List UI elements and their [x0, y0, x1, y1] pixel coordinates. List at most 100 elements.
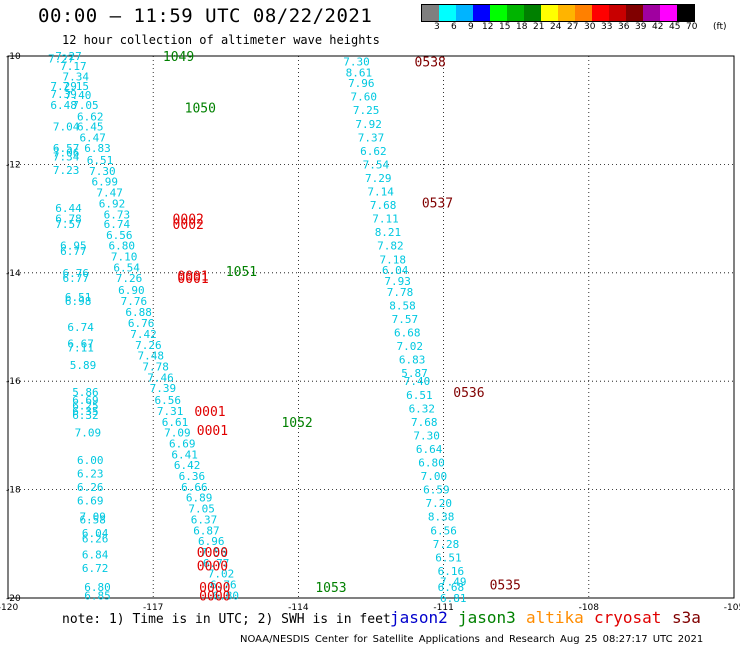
- swh-value-jason3: 6.73: [104, 208, 131, 221]
- swh-value-jason3: 7.10: [111, 251, 138, 264]
- color-scale-tick: 21: [533, 22, 545, 32]
- swh-value-s3a: 7.20: [426, 497, 453, 510]
- swh-value-jason3: 7.26: [135, 339, 162, 352]
- swh-value-jason3: 6.26: [77, 481, 104, 494]
- color-swatch: [575, 5, 592, 21]
- color-swatch: [541, 5, 558, 21]
- color-scale-tick: 27: [567, 22, 579, 32]
- swh-value-jason3: 7.06: [53, 146, 80, 159]
- swh-value-jason3: 6.04: [82, 527, 109, 540]
- color-scale-bar: [421, 4, 695, 22]
- swh-value-jason3: 7.34: [53, 150, 80, 163]
- swh-value-jason3: 6.35: [72, 405, 99, 418]
- color-scale-tick: 30: [584, 22, 596, 32]
- swh-value-jason3: 6.54: [113, 261, 140, 274]
- swh-value-s3a: 8.58: [389, 299, 416, 312]
- swh-value-s3a: 7.68: [370, 199, 397, 212]
- time-label-s3a: 0535: [490, 578, 521, 593]
- swh-value-jason3: 6.88: [125, 306, 152, 319]
- swh-value-jason3: 6.58: [79, 513, 106, 526]
- time-label-cryosat: 0001: [177, 272, 208, 287]
- credit-footer: NOAA/NESDIS Center for Satellite Applica…: [240, 634, 704, 645]
- footnote: note: 1) Time is in UTC; 2) SWH is in fe…: [62, 612, 391, 627]
- swh-value-jason3: 7.05: [188, 503, 215, 516]
- time-label-jason3: 1049: [163, 50, 194, 65]
- swh-value-jason3: 7.39: [50, 88, 77, 101]
- color-swatch: [490, 5, 507, 21]
- time-label-cryosat: 0000: [197, 546, 228, 561]
- swh-value-s3a: 8.61: [346, 66, 373, 79]
- swh-value-s3a: 7.82: [377, 240, 404, 253]
- color-swatch: [677, 5, 694, 21]
- swh-value-jason3: 7.47: [96, 187, 123, 200]
- swh-value-jason3: 6.66: [181, 481, 208, 494]
- time-label-jason3: 1053: [315, 581, 346, 596]
- swh-value-jason3: 7.39: [150, 382, 177, 395]
- swh-value-jason3: 7.04: [53, 120, 80, 133]
- color-swatch: [507, 5, 524, 21]
- y-tick-label: -18: [6, 486, 21, 496]
- swh-value-jason3: 6.69: [169, 438, 196, 451]
- swh-value-s3a: 7.96: [348, 77, 375, 90]
- time-label-cryosat: 0001: [197, 424, 228, 439]
- color-scale-tick: 9: [468, 22, 474, 32]
- time-label-cryosat: 0001: [177, 270, 208, 285]
- swh-value-jason3: 6.76: [128, 317, 155, 330]
- color-scale-tick: 42: [652, 22, 664, 32]
- time-label-jason3: 1051: [226, 265, 257, 280]
- swh-value-s3a: 7.00: [421, 470, 448, 483]
- swh-value-jason3: 6.92: [99, 197, 126, 210]
- page-subtitle: 12 hour collection of altimeter wave hei…: [62, 33, 380, 47]
- color-scale-tick: 24: [550, 22, 562, 32]
- swh-value-jason3: 6.00: [77, 454, 104, 467]
- color-scale-tick: 15: [499, 22, 511, 32]
- time-label-cryosat: 0002: [173, 213, 204, 228]
- swh-value-s3a: 7.68: [411, 416, 438, 429]
- swh-value-jason3: 6.36: [179, 470, 206, 483]
- x-tick-label: -108: [579, 603, 600, 613]
- swh-value-jason3: 6.23: [77, 467, 104, 480]
- swh-value-jason3: 6.37: [191, 513, 218, 526]
- color-swatch: [456, 5, 473, 21]
- color-swatch: [473, 5, 490, 21]
- swh-value-jason3: 6.56: [106, 229, 133, 242]
- swh-value-jason3: 6.69: [72, 394, 99, 407]
- color-scale-unit: (ft): [713, 22, 727, 32]
- swh-value-jason3: 7.09: [75, 427, 102, 440]
- swh-value-s3a: 7.92: [355, 118, 382, 131]
- swh-value-jason3: 7.23: [53, 164, 80, 177]
- swh-value-jason3: 7.56: [200, 546, 227, 559]
- swh-value-jason3: 7.05: [72, 99, 99, 112]
- swh-value-jason3: 5.89: [70, 359, 97, 372]
- swh-value-jason3: 6.77: [60, 245, 87, 258]
- swh-value-s3a: 7.93: [384, 275, 411, 288]
- swh-value-jason3: 6.51: [87, 154, 114, 167]
- swh-value-jason3: 6.89: [186, 492, 213, 505]
- swh-value-s3a: 6.04: [382, 264, 409, 277]
- swh-value-jason3: 6.69: [77, 494, 104, 507]
- swh-value-jason3: 6.42: [174, 459, 201, 472]
- swh-value-s3a: 6.59: [423, 484, 450, 497]
- swh-value-s3a: 7.40: [404, 375, 431, 388]
- time-label-cryosat: 0000: [199, 581, 230, 596]
- swh-value-jason3: 7.57: [55, 218, 82, 231]
- color-scale-tick: 36: [618, 22, 630, 32]
- swh-value-jason3: 7.31: [157, 405, 184, 418]
- swh-value-jason3: 6.67: [67, 337, 94, 350]
- page-title: 00:00 – 11:59 UTC 08/22/2021: [38, 5, 373, 27]
- swh-value-jason3: 7.78: [142, 361, 169, 374]
- swh-value-jason3: 7.34: [63, 71, 90, 84]
- color-swatch: [524, 5, 541, 21]
- swh-value-jason3: 6.47: [79, 131, 106, 144]
- swh-value-jason3: 6.96: [198, 535, 225, 548]
- swh-value-jason3: 6.98: [65, 295, 92, 308]
- swh-value-s3a: 6.16: [438, 565, 465, 578]
- swh-value-jason3: 7.27: [55, 50, 82, 63]
- time-label-cryosat: 0000: [199, 589, 230, 604]
- swh-value-s3a: 7.30: [343, 55, 370, 68]
- color-swatch: [626, 5, 643, 21]
- swh-value-jason3: 7.40: [65, 89, 92, 102]
- swh-value-s3a: 7.14: [367, 186, 394, 199]
- swh-value-s3a: 6.68: [394, 326, 421, 339]
